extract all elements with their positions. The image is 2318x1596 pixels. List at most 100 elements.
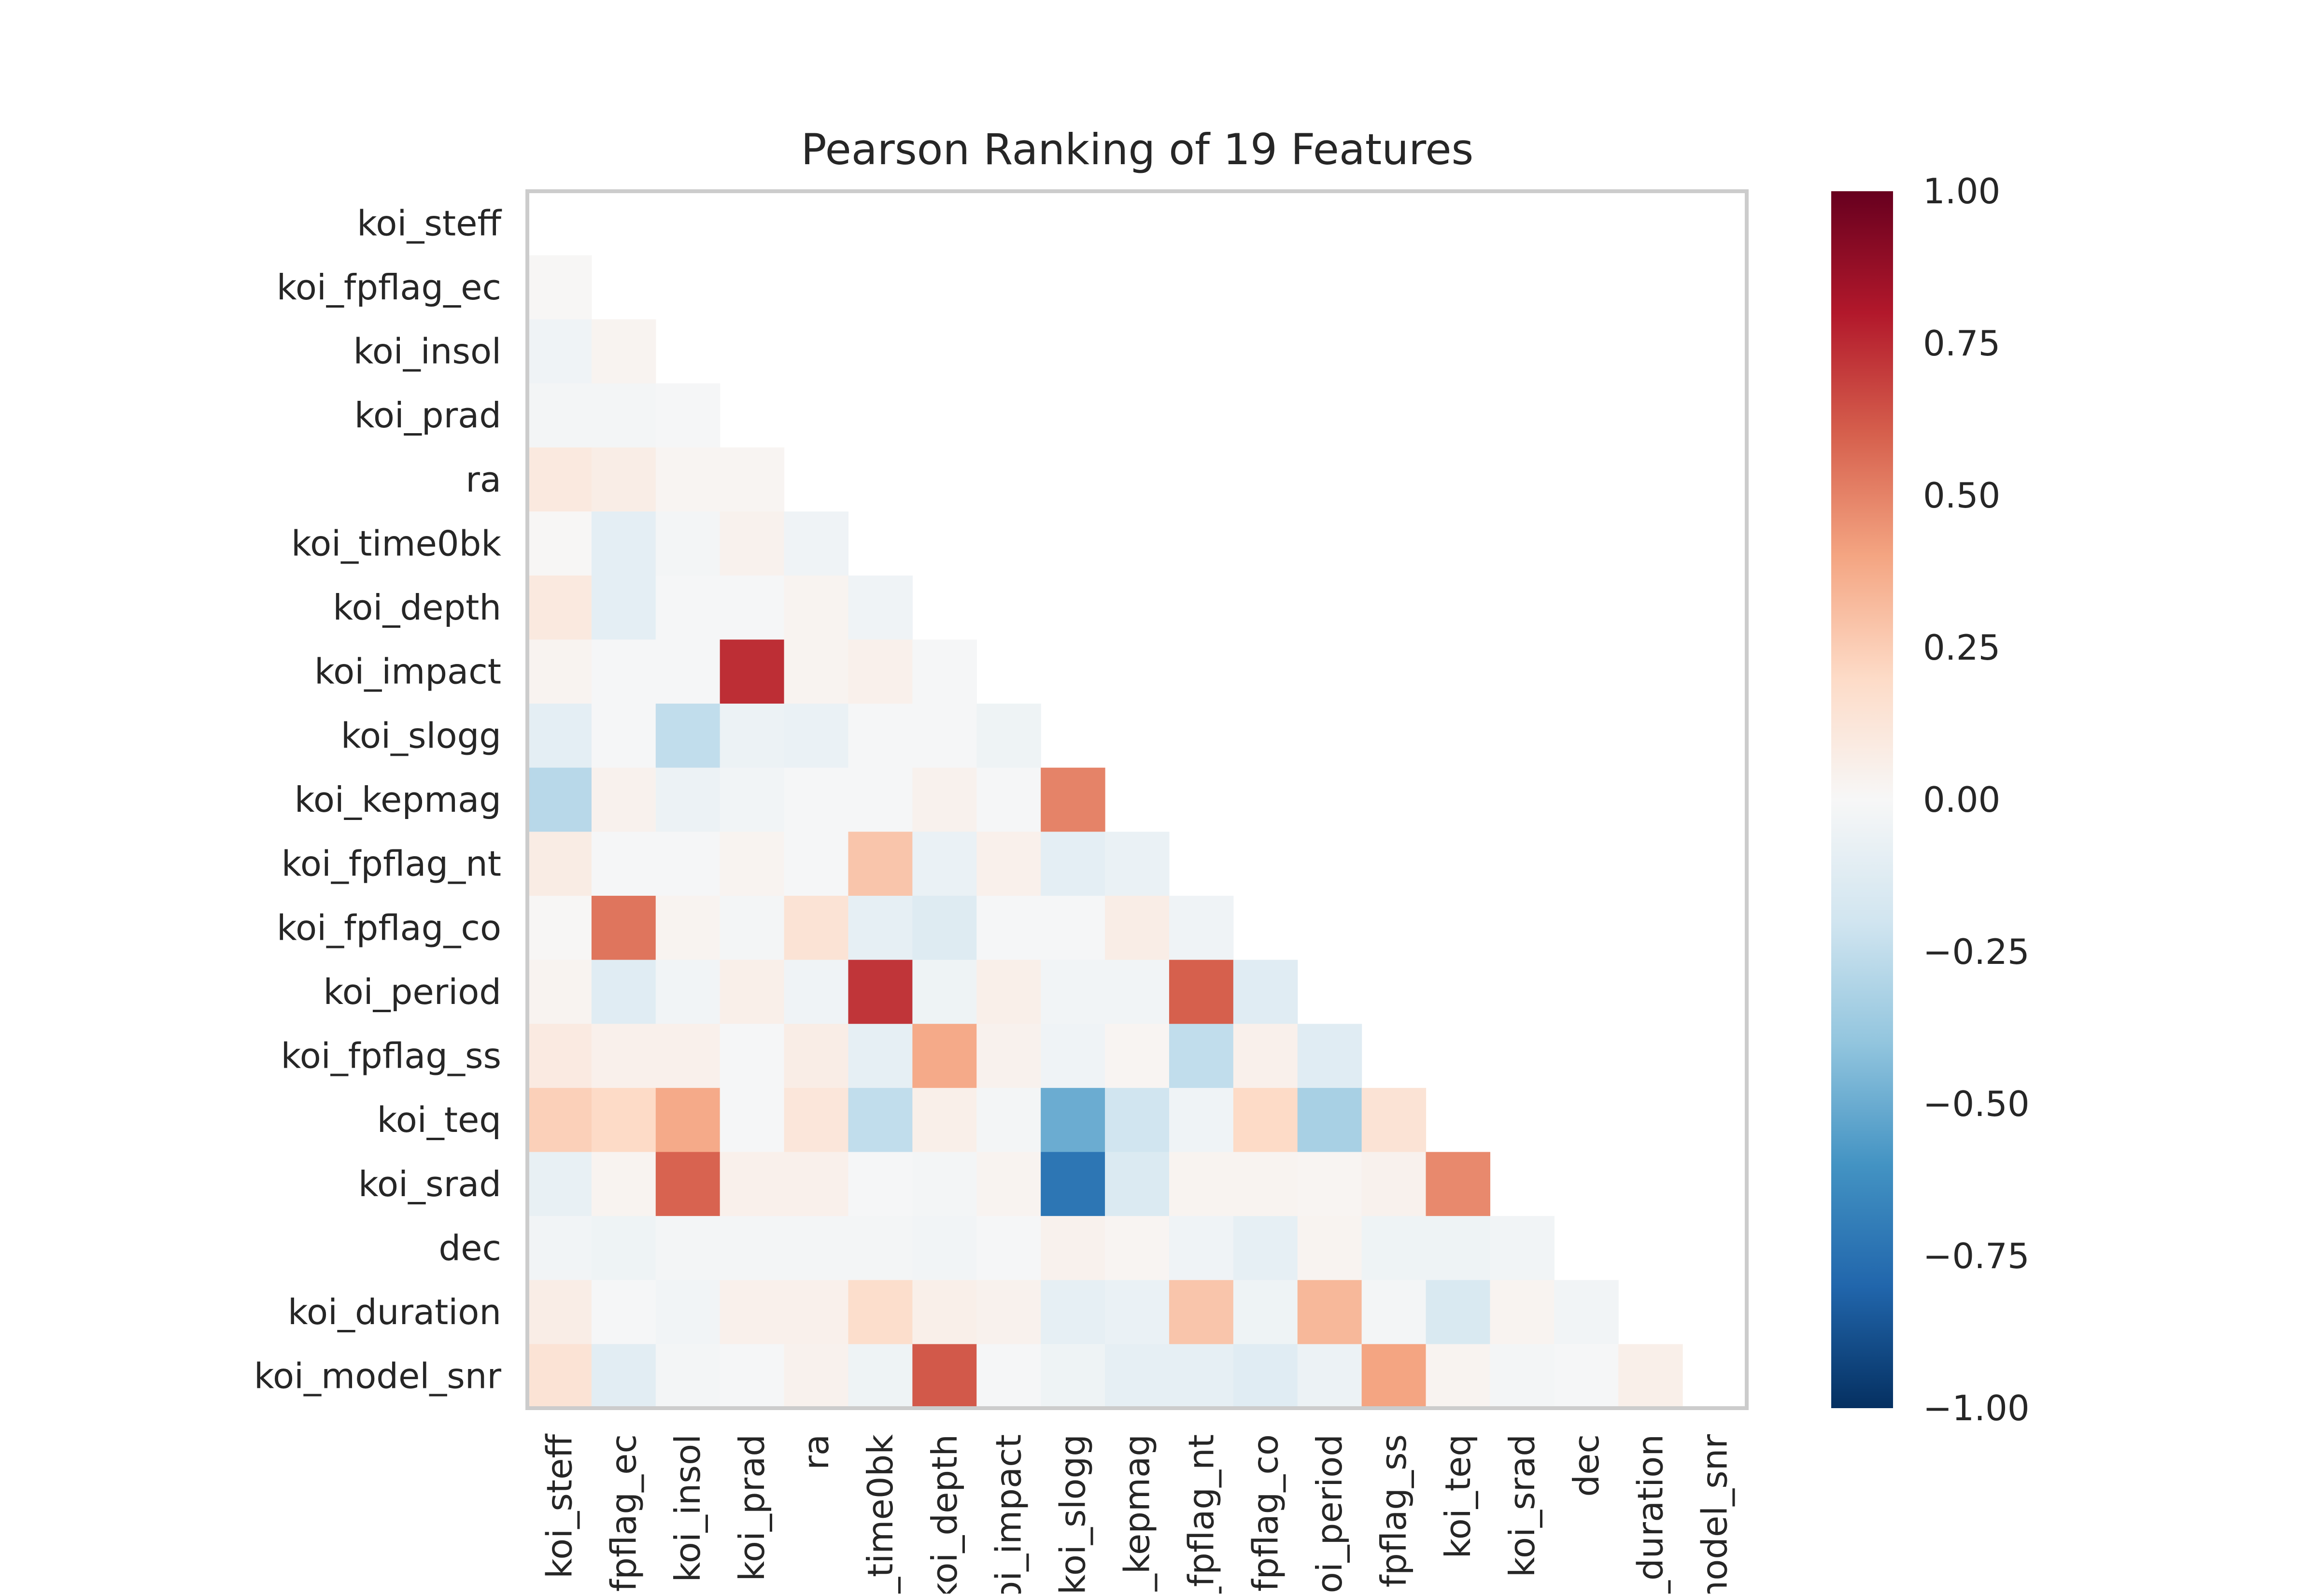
heatmap-cell (527, 383, 592, 448)
heatmap-cell (527, 1024, 592, 1088)
heatmap-cell (591, 767, 656, 832)
x-tick-label: fpflag_ss (1373, 1434, 1414, 1587)
y-tick-label: koi_srad (358, 1164, 501, 1204)
heatmap-cell (784, 767, 849, 832)
heatmap-cell (527, 960, 592, 1024)
heatmap-cell (591, 511, 656, 576)
heatmap-cell (1105, 1088, 1170, 1153)
heatmap-cell (1041, 1280, 1105, 1344)
heatmap-cell (912, 1024, 977, 1088)
heatmap-cell (527, 575, 592, 640)
y-tick-label: koi_period (323, 972, 501, 1012)
heatmap-cell (976, 704, 1041, 768)
heatmap-cell (655, 639, 721, 704)
heatmap-cell (527, 1152, 592, 1216)
heatmap-cell (527, 1216, 592, 1281)
x-tick-label: _fpflag_nt (1181, 1434, 1221, 1594)
heatmap-cell (655, 1216, 721, 1281)
heatmap-cell (655, 704, 721, 768)
heatmap-cell (1169, 1024, 1234, 1088)
y-tick-label: koi_model_snr (254, 1356, 502, 1397)
heatmap-cell (912, 767, 977, 832)
heatmap-cell (976, 960, 1041, 1024)
heatmap-cell (1041, 1024, 1105, 1088)
heatmap-cell (591, 639, 656, 704)
heatmap-cell (720, 960, 785, 1024)
heatmap-cell (784, 832, 849, 896)
colorbar-tick-labels: 1.00 0.75 0.50 0.25 0.00 −0.25 −0.50 −0.75 −1.00 (1923, 171, 2030, 1428)
heatmap-cells (527, 255, 1683, 1409)
x-tick-labels: koi_steff fpflag_ec koi_insol koi_prad ra i_t… (539, 1434, 1735, 1596)
heatmap-cell (591, 1152, 656, 1216)
y-tick-label: koi_slogg (341, 715, 501, 756)
heatmap-cell (720, 511, 785, 576)
heatmap-cell (720, 704, 785, 768)
heatmap-cell (1426, 1216, 1491, 1281)
heatmap-cell (527, 895, 592, 960)
y-tick-label: koi_impact (314, 651, 501, 692)
heatmap-cell (720, 1216, 785, 1281)
x-tick-label: nodel_snr (1695, 1434, 1735, 1594)
heatmap-cell (912, 960, 977, 1024)
colorbar-tick-label: 0.50 (1923, 475, 2000, 516)
colorbar-tick-label: 1.00 (1923, 171, 2000, 212)
x-tick-label: koi_steff (539, 1434, 580, 1579)
colorbar-tick-label: −1.00 (1923, 1388, 2030, 1428)
heatmap-cell (976, 832, 1041, 896)
heatmap-cell (1041, 895, 1105, 960)
heatmap-cell (527, 704, 592, 768)
heatmap-cell (1297, 1088, 1362, 1153)
heatmap-cell (527, 1280, 592, 1344)
y-tick-label: koi_kepmag (295, 779, 501, 820)
heatmap-cell (591, 447, 656, 512)
heatmap-cell (720, 1344, 785, 1409)
heatmap-cell (1041, 960, 1105, 1024)
heatmap-cell (655, 960, 721, 1024)
heatmap-cell (1169, 1216, 1234, 1281)
colorbar (1831, 191, 1893, 1408)
heatmap-cell (784, 1024, 849, 1088)
heatmap-cell (591, 832, 656, 896)
heatmap-cell (1105, 895, 1170, 960)
plot-frame (525, 189, 1749, 1410)
y-tick-labels: koi_steff koi_fpflag_ec koi_insol koi_pradr… (254, 203, 502, 1396)
x-tick-label: oi_impact (989, 1434, 1029, 1594)
heatmap-cell (527, 639, 592, 704)
heatmap-cell (527, 447, 592, 512)
heatmap-cell (1426, 1152, 1491, 1216)
heatmap-cell (848, 1152, 913, 1216)
heatmap-cell (655, 575, 721, 640)
heatmap-cell (1233, 1216, 1298, 1281)
heatmap-cell (1361, 1280, 1427, 1344)
x-tick-label: fpflag_co (1245, 1434, 1286, 1592)
y-tick-label: koi_insol (353, 331, 501, 372)
heatmap-cell (655, 1088, 721, 1153)
heatmap-cell (848, 1024, 913, 1088)
heatmap-cell (784, 1152, 849, 1216)
heatmap-cell (784, 1280, 849, 1344)
heatmap-cell (848, 832, 913, 896)
heatmap-cell (1297, 1024, 1362, 1088)
heatmap-cell (720, 1280, 785, 1344)
heatmap-cell (976, 1216, 1041, 1281)
heatmap-cell (784, 895, 849, 960)
heatmap-cell (591, 575, 656, 640)
heatmap-cell (848, 639, 913, 704)
y-tick-label: koi_fpflag_ec (277, 267, 501, 308)
heatmap-cell (784, 704, 849, 768)
heatmap-cell (784, 511, 849, 576)
x-tick-label: fpflag_ec (603, 1434, 644, 1592)
heatmap-cell (1105, 1280, 1170, 1344)
x-tick-label: koi_teq (1438, 1434, 1478, 1558)
heatmap-cell (912, 895, 977, 960)
heatmap-cell (1041, 1152, 1105, 1216)
heatmap-cell (784, 960, 849, 1024)
heatmap-cell (912, 1216, 977, 1281)
x-tick-label: dec (1566, 1434, 1607, 1497)
heatmap-cell (784, 639, 849, 704)
heatmap-cell (1233, 1152, 1298, 1216)
x-tick-label: koi_slogg (1053, 1434, 1093, 1594)
x-tick-label: oi_period (1309, 1434, 1350, 1593)
